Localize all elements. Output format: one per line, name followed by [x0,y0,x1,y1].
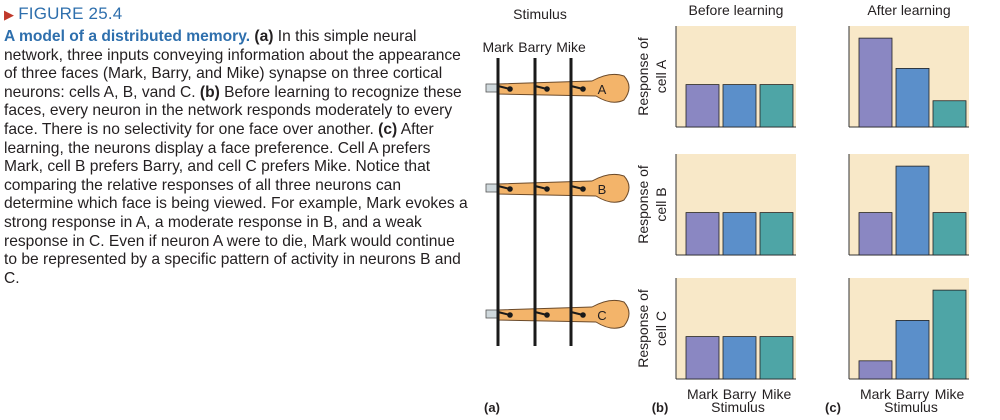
input-label-mark: Mark [482,39,514,55]
synapse-dot [544,186,550,192]
y-axis-label: Response of cell C [635,289,669,368]
bar-mark [858,360,893,380]
x-axis-label: Stimulus [884,399,938,415]
figure-label: ▶ FIGURE 25.4 [4,4,469,25]
bar-mike [932,100,967,128]
bar-barry [895,320,930,380]
bar-mark [685,336,720,380]
bar-barry [722,84,757,128]
input-label-barry: Barry [518,39,551,55]
neuron-cell-c [497,299,630,329]
network-title: Stimulus [513,6,567,22]
x-axis-label: Stimulus [711,399,765,415]
figure-caption: ▶ FIGURE 25.4 A model of a distributed me… [4,4,469,288]
neuron-cell-b [497,173,630,203]
bar-mike [932,289,967,380]
synapse-dot [580,186,586,192]
synapse-dot [507,86,513,92]
cell-label-c: C [597,308,606,323]
bar-barry [895,165,930,256]
panel-label: (c) [825,400,841,415]
caption-part-label: (c) [378,120,398,138]
caption-text: After learning, the neurons display a fa… [4,120,468,287]
chart-panel [848,278,969,380]
category-label-barry: Barry [896,386,929,402]
caption-title: A model of a distributed memory. [4,28,251,45]
bar-mike [759,212,794,256]
y-label-line: Response of [635,37,651,116]
cell-label-a: A [598,82,607,97]
synapse-dot [544,86,550,92]
y-label-line: cell C [653,311,669,346]
bar-mike [759,336,794,380]
y-label-line: cell B [653,187,669,221]
y-label-line: cell A [653,59,669,93]
triangle-icon: ▶ [4,7,15,22]
bar-mike [759,84,794,128]
network-diagram: Stimulus Mark Barry Mike A B C (a) [482,6,630,415]
bar-mark [858,37,893,128]
chart-panel: Response of cell B [635,154,796,256]
category-label-mark: Mark [860,386,892,402]
bar-mark [685,212,720,256]
neuron-cell-a [497,73,630,103]
synapse-dot [544,312,550,318]
synapse-dot [580,86,586,92]
cell-label-b: B [598,182,607,197]
chart-title: Before learning [689,2,784,18]
category-label-mike: Mike [762,386,792,402]
synapse-dot [507,186,513,192]
figure-number: FIGURE 25.4 [18,4,123,23]
bar-mike [932,212,967,256]
caption-text: In this simple neural network, three inp… [4,28,461,101]
panel-label: (b) [652,400,669,415]
caption-text: Before learning to recognize these faces… [4,83,462,138]
input-label-mike: Mike [556,39,586,55]
y-axis-label: Response of cell B [635,165,669,244]
synapse-dot [507,312,513,318]
y-label-line: Response of [635,165,651,244]
caption-part-label: (a) [250,28,274,45]
caption-part-label: (b) [199,83,220,101]
chart-panel [848,26,969,128]
bar-barry [722,336,757,380]
synapse-dot [580,312,586,318]
y-axis-label: Response of cell A [635,37,669,116]
chart-panel: Response of cell C [635,278,796,380]
bar-barry [722,212,757,256]
chart-title: After learning [867,2,950,18]
chart-panel: Response of cell A [635,26,796,128]
category-label-mike: Mike [935,386,965,402]
category-label-mark: Mark [687,386,719,402]
bar-mark [858,212,893,256]
caption-body: A model of a distributed memory. (a) In … [4,28,469,288]
panel-label-a: (a) [484,400,500,415]
chart-panel [848,154,969,256]
bar-mark [685,84,720,128]
y-label-line: Response of [635,289,651,368]
category-label-barry: Barry [723,386,756,402]
bar-barry [895,68,930,128]
